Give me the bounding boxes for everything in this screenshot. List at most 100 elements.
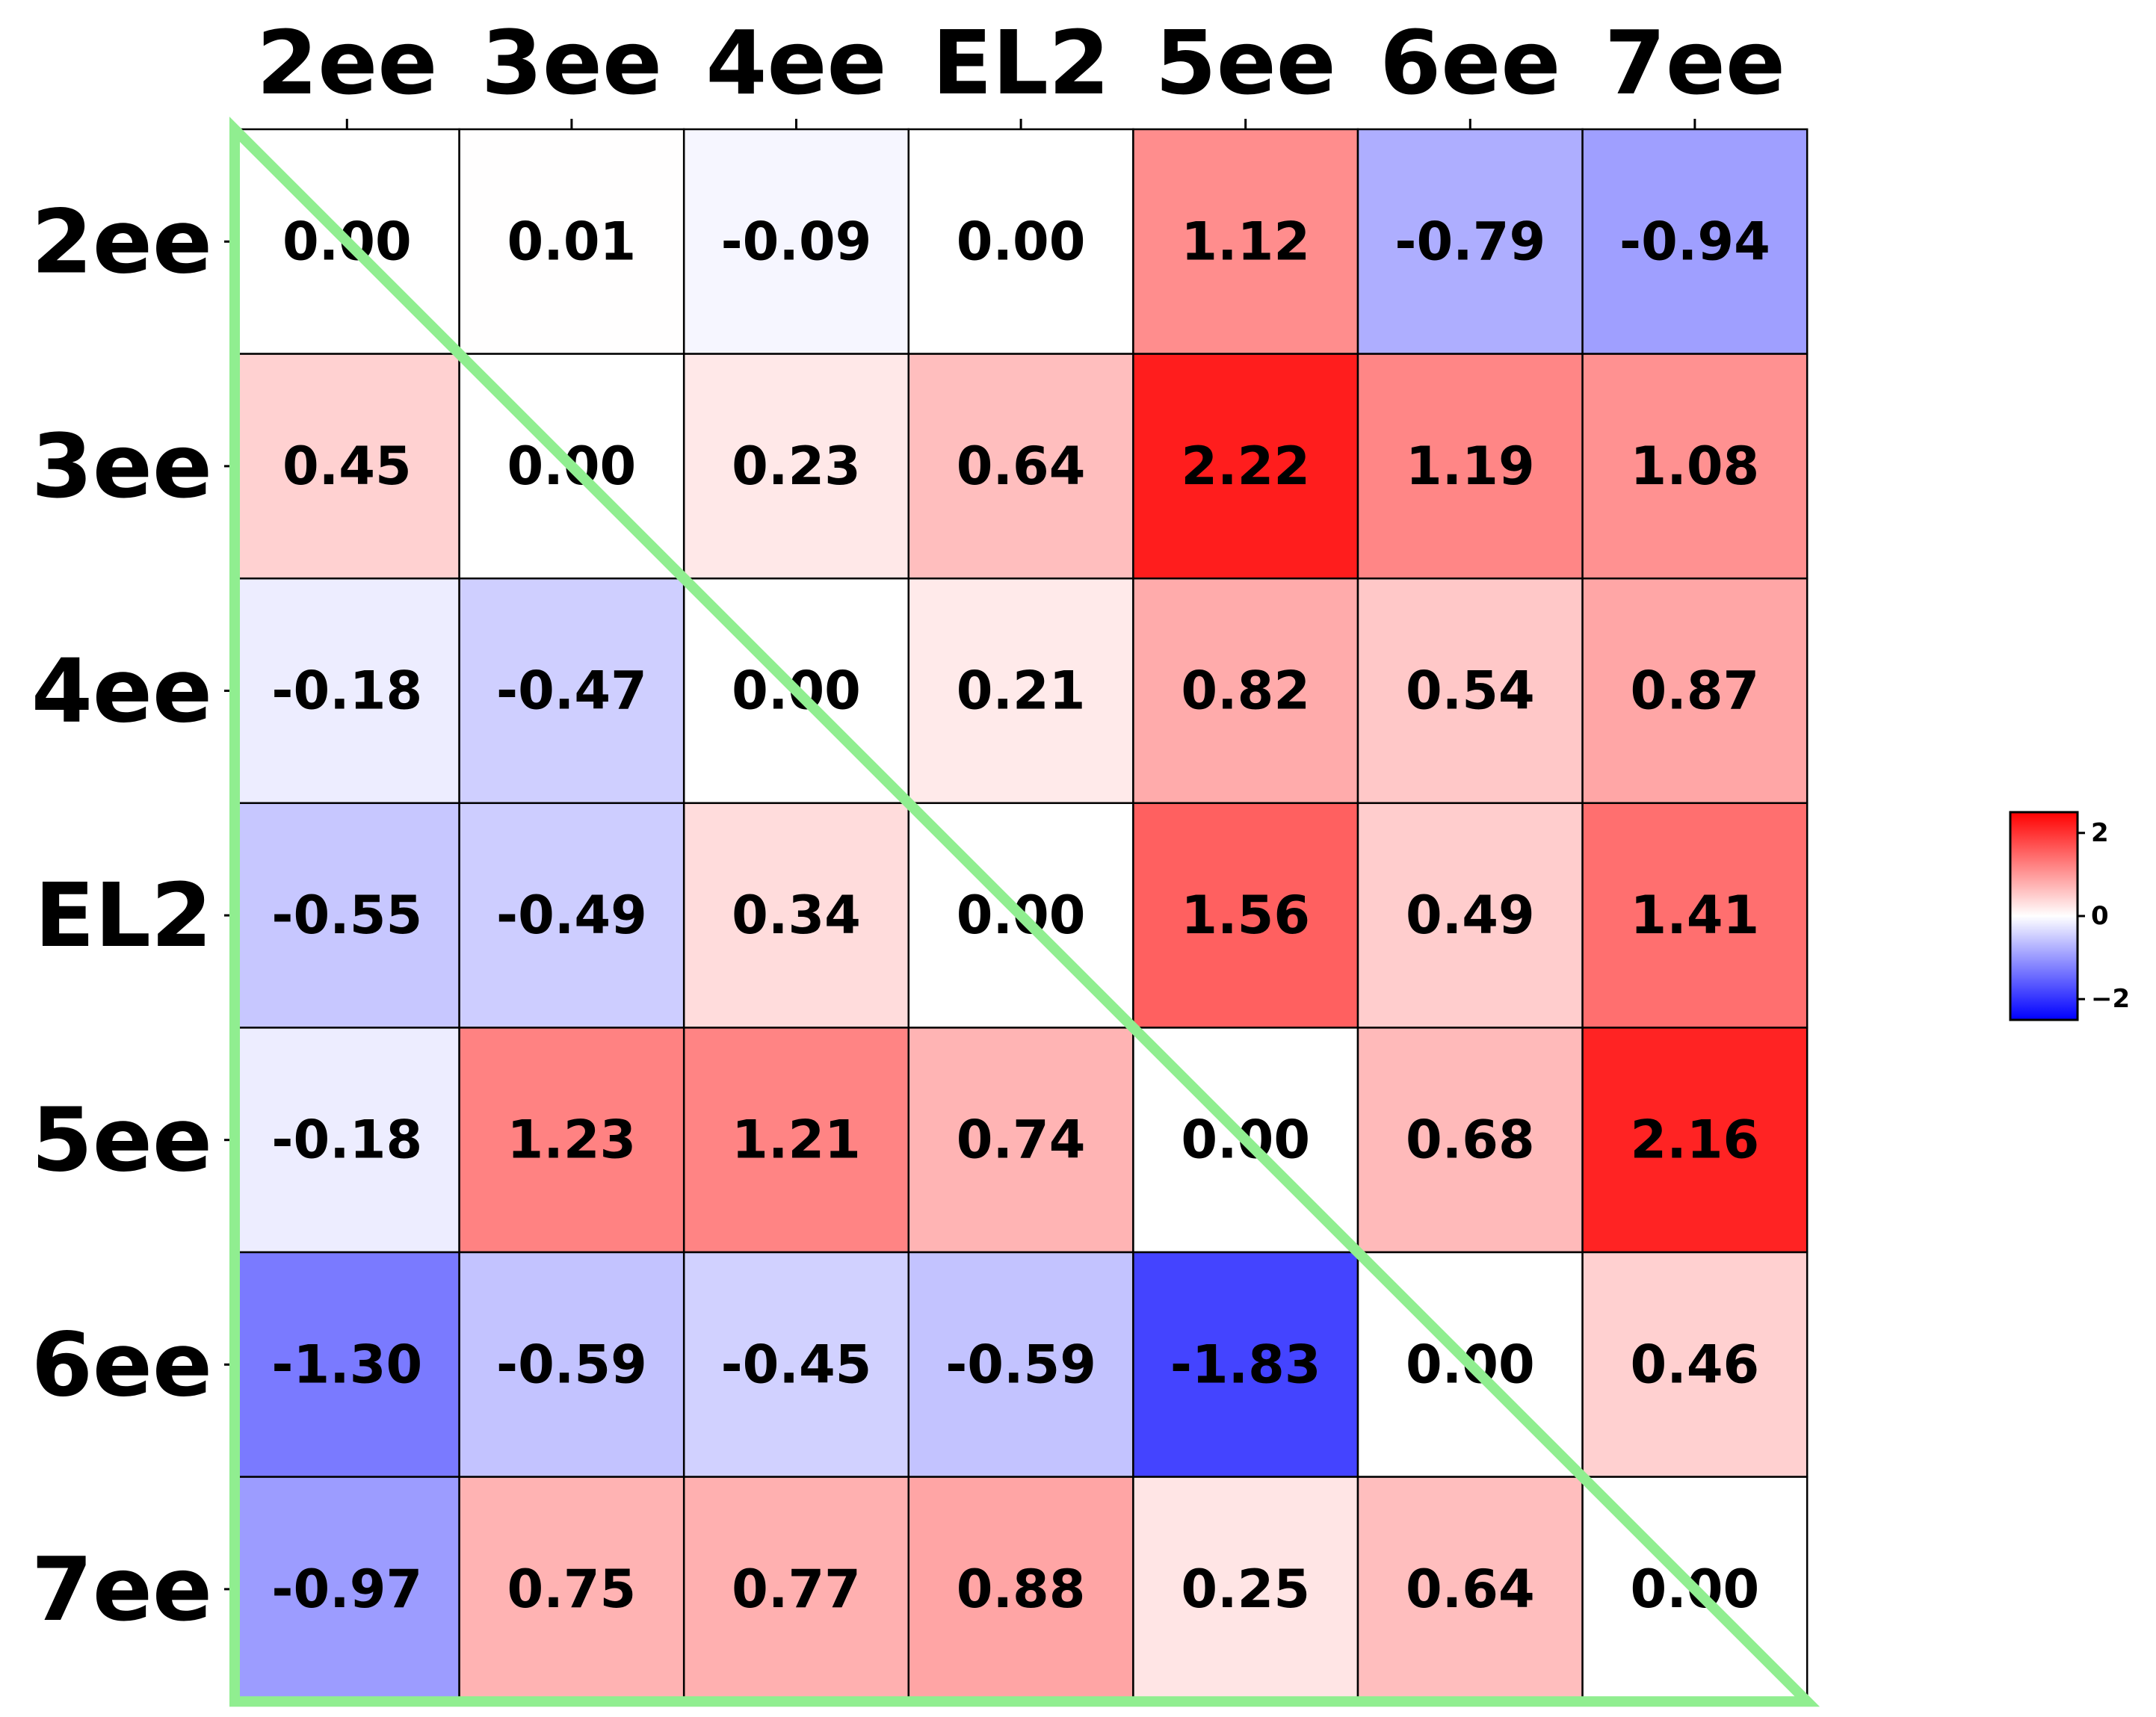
heatmap-cell: [458, 577, 685, 805]
heatmap-cell: [1356, 1476, 1584, 1703]
heatmap-cell: [458, 802, 685, 1029]
heatmap-cell: [682, 1027, 910, 1254]
x-tick-label: 4ee: [705, 11, 886, 114]
cell-value-label: -1.30: [271, 1334, 422, 1395]
y-tick-label: 3ee: [31, 415, 212, 518]
cell-value-label: 0.87: [1631, 660, 1760, 722]
colorbar: 2 0 −2: [2009, 811, 2130, 1021]
cell-value-label: 0.64: [1406, 1559, 1535, 1620]
cell-value-label: 1.12: [1181, 211, 1310, 272]
cell-value-label: 1.41: [1631, 885, 1760, 946]
x-tick-label: 5ee: [1155, 11, 1336, 114]
cell-value-label: -0.49: [496, 885, 647, 946]
x-tick-label: 7ee: [1604, 11, 1785, 114]
heatmap-cell: [1132, 1476, 1359, 1703]
cell-value-label: -0.18: [271, 660, 422, 722]
cell-value-label: 0.01: [507, 211, 637, 272]
heatmap-cell: [682, 1251, 910, 1478]
x-tick-label: EL2: [932, 11, 1110, 114]
cell-value-label: 0.68: [1406, 1110, 1535, 1171]
y-axis-left: 2ee 3ee 4ee EL2 5ee 6ee 7ee: [31, 190, 235, 1641]
heatmap-cell: [233, 802, 460, 1029]
heatmap-cell: [682, 1476, 910, 1703]
heatmap-cell: [1581, 1027, 1808, 1254]
heatmap-cell: [233, 1476, 460, 1703]
heatmap-cell: [1132, 577, 1359, 805]
heatmap-cell: [1581, 1251, 1808, 1478]
heatmap-cell: [1356, 353, 1584, 580]
colorbar-tick-label: 0: [2091, 901, 2109, 931]
heatmap-cell: [1356, 128, 1584, 355]
colorbar-gradient: [2009, 811, 2079, 1021]
cell-value-label: -0.55: [271, 885, 422, 946]
x-tick-label: 6ee: [1380, 11, 1560, 114]
heatmap-cell: [458, 128, 685, 355]
y-tick-label: 6ee: [31, 1313, 212, 1416]
cell-value-label: 2.16: [1631, 1110, 1760, 1171]
heatmap-cell: [233, 577, 460, 805]
cell-value-label: 0.49: [1406, 885, 1535, 946]
heatmap-cell: [233, 353, 460, 580]
cell-value-label: 0.75: [507, 1559, 637, 1620]
heatmap-cell: [1132, 128, 1359, 355]
cell-value-label: 1.23: [507, 1110, 637, 1171]
heatmap-cell: [907, 1251, 1134, 1478]
heatmap-cell: [233, 1251, 460, 1478]
cell-value-label: 0.64: [957, 436, 1086, 497]
cell-value-label: -0.47: [496, 660, 647, 722]
x-axis-top: 2ee 3ee 4ee EL2 5ee 6ee 7ee: [256, 11, 1785, 129]
heatmap-cell: [1132, 1251, 1359, 1478]
heatmap-cell: [233, 1027, 460, 1254]
cell-value-label: 0.00: [957, 211, 1086, 272]
y-tick-label: 4ee: [31, 640, 212, 743]
cell-value-label: -0.59: [496, 1334, 647, 1395]
heatmap-cell: [1581, 577, 1808, 805]
heatmap-cell: [458, 1251, 685, 1478]
heatmap-cell: [907, 577, 1134, 805]
cell-value-label: 0.21: [957, 660, 1086, 722]
cell-value-label: 0.34: [732, 885, 861, 946]
colorbar-tick-label: −2: [2091, 984, 2130, 1014]
y-tick-label: 2ee: [31, 190, 212, 293]
heatmap-cell: [1132, 353, 1359, 580]
triangle-annotation: [229, 117, 1820, 1707]
x-tick-label: 2ee: [256, 11, 437, 114]
x-tick-label: 3ee: [481, 11, 662, 114]
cell-value-label: 0.46: [1631, 1334, 1760, 1395]
cell-value-label: -0.09: [721, 211, 872, 272]
cell-value-label: -0.18: [271, 1110, 422, 1171]
cell-value-label: -0.45: [721, 1334, 872, 1395]
cell-value-label: 0.45: [282, 436, 412, 497]
cell-value-label: 1.19: [1406, 436, 1535, 497]
cell-value-label: 0.54: [1406, 660, 1535, 722]
y-tick-label: EL2: [34, 864, 212, 967]
heatmap-cell: [682, 353, 910, 580]
cell-value-label: 0.82: [1181, 660, 1310, 722]
cell-value-label: 0.25: [1181, 1559, 1310, 1620]
heatmap-cell: [907, 1476, 1134, 1703]
y-tick-label: 7ee: [31, 1538, 212, 1641]
cell-value-label: -1.83: [1170, 1334, 1321, 1395]
heatmap-cell: [1581, 802, 1808, 1029]
cell-value-label: 1.08: [1631, 436, 1760, 497]
colorbar-tick-label: 2: [2091, 818, 2109, 848]
cell-value-label: 0.23: [732, 436, 861, 497]
cell-value-label: -0.94: [1619, 211, 1770, 272]
cell-value-label: 2.22: [1181, 436, 1310, 497]
cell-value-label: 0.77: [732, 1559, 861, 1620]
cell-value-label: 1.56: [1181, 885, 1310, 946]
y-tick-label: 5ee: [31, 1089, 212, 1192]
cell-value-label: -0.59: [945, 1334, 1096, 1395]
heatmap-cell: [1356, 577, 1584, 805]
cell-value-label: 0.74: [957, 1110, 1086, 1171]
cell-value-labels: 0.00 0.01 -0.09 0.00 1.12 -0.79 -0.940.45 0.00 0…: [271, 211, 1770, 1620]
heatmap-cell: [907, 128, 1134, 355]
cell-value-label: 0.88: [957, 1559, 1086, 1620]
cell-value-label: -0.79: [1394, 211, 1545, 272]
cell-value-label: 1.21: [732, 1110, 861, 1171]
heatmap-cells: [233, 128, 1808, 1703]
cell-value-label: -0.97: [271, 1559, 422, 1620]
heatmap-cell: [1581, 353, 1808, 580]
